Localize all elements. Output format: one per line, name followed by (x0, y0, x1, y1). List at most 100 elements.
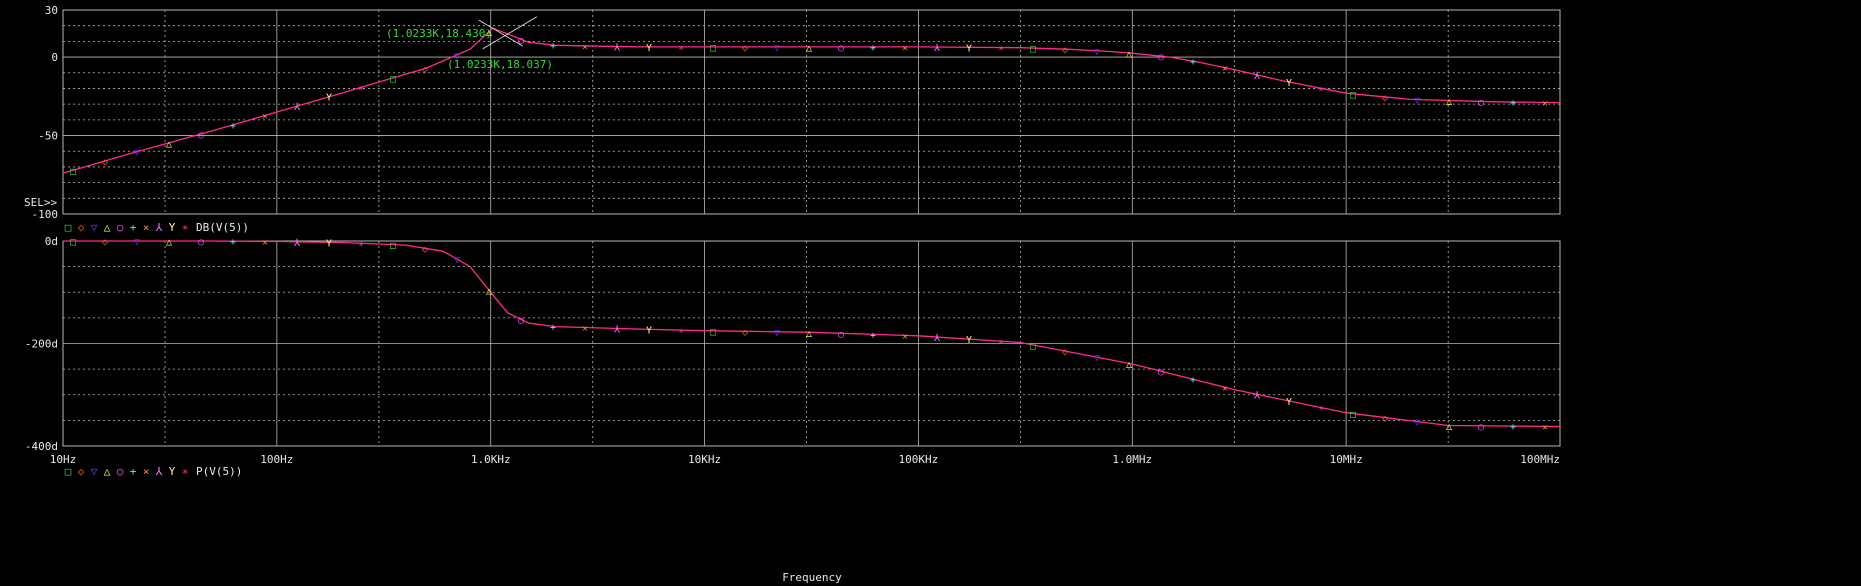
magnitude-grid (63, 10, 1560, 214)
legend-marker-icon: + (130, 221, 137, 234)
series-marker: ⅄ (613, 42, 621, 53)
magnitude-trace: □ ◇ ▽ △ ○ + × ⅄ Y ∗ □ ◇ ▽ △ ○ + × ⅄ Y ∗ □ ◇ ▽ △ ○ + × ⅄ Y ∗ □ ◇ ▽ △ ○ + × ⅄ Y ∗… (62, 27, 1561, 177)
series-marker: △ (1446, 97, 1452, 108)
legend-marker-icon: + (130, 465, 137, 478)
series-marker: ∗ (358, 239, 364, 250)
series-marker: ▽ (1414, 96, 1420, 107)
legend-series-name: DB(V(5)) (196, 221, 249, 234)
series-marker: ◇ (742, 327, 748, 338)
x-tick-label: 1.0KHz (471, 453, 511, 466)
series-marker: △ (166, 237, 172, 248)
series-marker: ⅄ (613, 324, 621, 335)
series-marker: + (550, 41, 556, 52)
series-marker: + (1190, 57, 1196, 68)
series-marker: △ (1126, 49, 1132, 60)
series-marker: ∗ (358, 83, 364, 94)
legend-marker-icon: ○ (117, 221, 124, 234)
series-marker: ⅄ (933, 333, 941, 344)
series-marker: ⅄ (1253, 390, 1261, 401)
legend-marker-icon: ⅄ (155, 465, 163, 478)
series-marker: □ (390, 74, 396, 85)
legend-marker-icon: □ (65, 221, 72, 234)
series-line (63, 240, 1561, 428)
series-marker: ◇ (1062, 45, 1068, 56)
series-marker: ◇ (1382, 414, 1388, 425)
series-marker: □ (1030, 44, 1036, 55)
series-marker: × (262, 237, 268, 248)
series-marker: Y (326, 238, 332, 249)
legend-series-name: P(V(5)) (196, 465, 242, 478)
legend-marker-icon: △ (104, 465, 111, 478)
series-marker: ○ (1158, 52, 1164, 63)
series-marker: Y (646, 43, 652, 54)
cursor-annotation-leader (482, 16, 538, 50)
series-marker: □ (710, 43, 716, 54)
series-marker: △ (806, 328, 812, 339)
legend-marker-icon: × (143, 465, 150, 478)
series-marker: ○ (838, 43, 844, 54)
legend-marker-icon: ∗ (182, 465, 189, 478)
y-tick-label: -400d (25, 440, 58, 453)
series-marker: ▽ (774, 328, 780, 339)
cursor-annotations: (1.0233K,18.430) (1.0233K,18.037) (386, 16, 553, 71)
series-marker: △ (806, 43, 812, 54)
series-marker: ⅄ (293, 238, 301, 249)
series-marker: + (870, 43, 876, 54)
legend-marker-icon: □ (65, 465, 72, 478)
legend-marker-icon: △ (104, 221, 111, 234)
series-marker: □ (710, 327, 716, 338)
y-tick-label: -100 (32, 208, 59, 221)
legend-marker-icon: ▽ (91, 221, 98, 234)
series-marker: □ (1350, 90, 1356, 101)
magnitude-plot[interactable]: 30 0 -50 -100 SEL>> □ ◇ ▽ △ ○ + × ⅄ Y ∗ □ ◇ ▽ △ ○ + × ⅄ Y ∗ □ ◇ ▽… (24, 4, 1561, 221)
series-marker: ▽ (774, 43, 780, 54)
series-marker: + (1510, 98, 1516, 109)
phase-grid (63, 241, 1560, 446)
phase-trace: □ ◇ ▽ △ ○ + × ⅄ Y ∗ □ ◇ ▽ △ ○ + × ⅄ Y ∗ □ ◇ ▽ △ ○ + × ⅄ Y ∗ □ ◇ ▽ △ ○ + × ⅄ Y ∗… (63, 237, 1561, 433)
x-tick-labels: 10Hz 100Hz 1.0KHz 10KHz 100KHz 1.0MHz 10MHz 100… (50, 453, 1560, 466)
series-marker: □ (70, 166, 76, 177)
series-marker: Y (966, 335, 972, 346)
series-marker: × (1542, 422, 1548, 433)
x-tick-label: 100Hz (260, 453, 293, 466)
series-marker: ○ (1478, 422, 1484, 433)
x-tick-label: 10MHz (1330, 453, 1363, 466)
y-tick-label: 0d (45, 235, 58, 248)
y-tick-label: -200d (25, 338, 58, 351)
series-marker: ○ (198, 130, 204, 141)
series-marker: Y (1286, 78, 1292, 89)
series-marker: ⅄ (933, 43, 941, 54)
series-marker: ▽ (454, 255, 460, 266)
legend-marker-icon: ⅄ (155, 221, 163, 234)
legend-marker-icon: ◇ (78, 221, 85, 234)
x-tick-label: 100MHz (1520, 453, 1560, 466)
magnitude-legend[interactable]: DB(V(5)) □ ◇ ▽ △ ○ + × ⅄ Y ∗ (65, 221, 249, 234)
legend-marker-icon: Y (169, 465, 176, 478)
magnitude-y-tick-labels: 30 0 -50 -100 (32, 4, 59, 221)
series-marker: ◇ (742, 43, 748, 54)
phase-legend[interactable]: P(V(5)) □ ◇ ▽ △ ○ + × ⅄ Y ∗ (65, 465, 243, 478)
series-marker: × (262, 111, 268, 122)
series-marker: □ (1350, 410, 1356, 421)
series-marker: × (582, 42, 588, 53)
series-line (62, 27, 1561, 174)
series-marker: ∗ (678, 326, 684, 337)
series-marker: + (230, 237, 236, 248)
series-marker: × (902, 331, 908, 342)
series-marker: ∗ (1318, 404, 1324, 415)
series-marker: × (1222, 383, 1228, 394)
series-marker: ○ (198, 237, 204, 248)
series-marker: × (1222, 64, 1228, 75)
series-marker: △ (486, 286, 492, 297)
series-marker: ∗ (678, 43, 684, 54)
series-marker: △ (486, 28, 492, 39)
legend-marker-icon: ∗ (182, 221, 189, 234)
legend-marker-icon: ◇ (78, 465, 85, 478)
series-marker: ○ (1478, 97, 1484, 108)
phase-plot[interactable]: 0d -200d -400d □ ◇ ▽ △ ○ + × ⅄ Y ∗ □ ◇ ▽ △ ○ + × ⅄ Y ∗ □ ◇ ▽ △ ○ + ×… (25, 235, 1561, 453)
series-marker: ◇ (1382, 93, 1388, 104)
legend-marker-icon: Y (169, 221, 176, 234)
series-marker: ⅄ (293, 102, 301, 113)
